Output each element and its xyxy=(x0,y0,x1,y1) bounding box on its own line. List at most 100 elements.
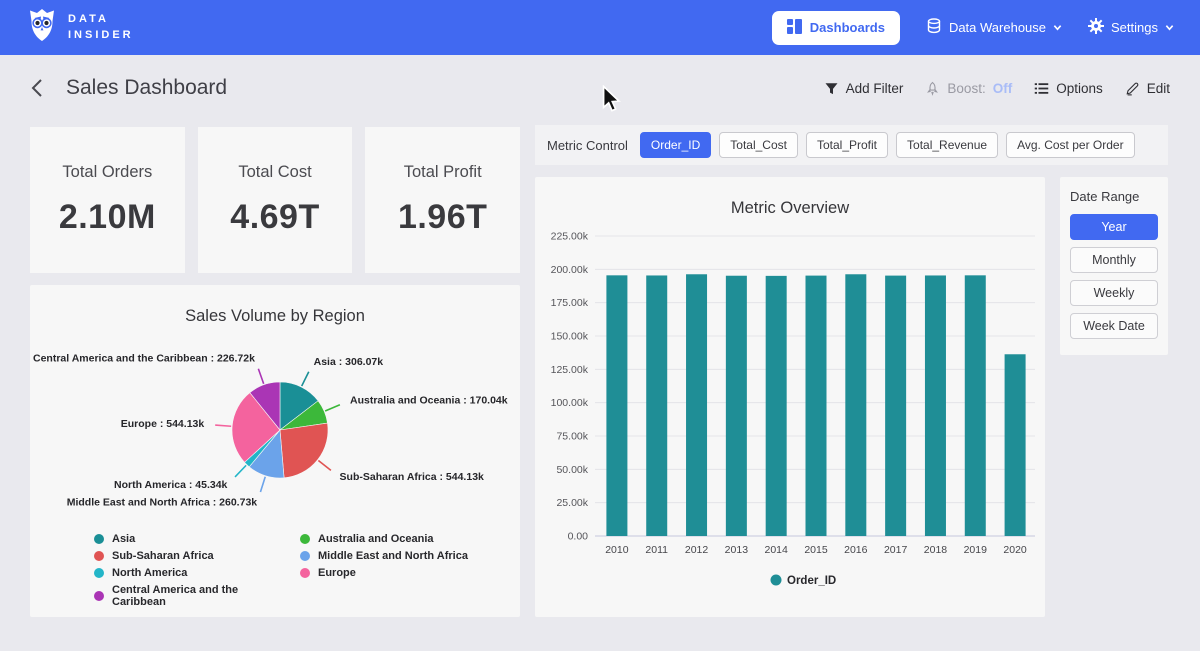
legend-label: Sub-Saharan Africa xyxy=(112,550,214,562)
bar-2017[interactable] xyxy=(885,275,907,536)
bar-2010[interactable] xyxy=(606,275,628,536)
nav-dashboards-label: Dashboards xyxy=(809,20,885,35)
list-options-icon xyxy=(1034,82,1049,94)
add-filter-button[interactable]: Add Filter xyxy=(824,81,903,96)
x-axis-tick: 2015 xyxy=(804,544,828,556)
boost-toggle[interactable]: Boost: Off xyxy=(925,81,1012,96)
page-title: Sales Dashboard xyxy=(66,76,228,99)
legend-dot xyxy=(300,568,310,578)
sales-volume-chart-card: Sales Volume by Region Asia : 306.07k Aus… xyxy=(30,285,520,617)
legend-dot xyxy=(94,534,104,544)
y-axis-tick: 175.00k xyxy=(551,297,589,309)
y-axis-tick: 125.00k xyxy=(551,364,589,376)
pie-slice-europe[interactable] xyxy=(231,392,281,463)
chevron-down-icon xyxy=(1165,25,1174,31)
date-range-weekly-button[interactable]: Weekly xyxy=(1070,280,1158,306)
bar-2014[interactable] xyxy=(765,275,787,536)
nav-data-warehouse[interactable]: Data Warehouse xyxy=(926,18,1062,37)
x-axis-tick: 2016 xyxy=(844,544,868,556)
legend-item-north-america[interactable]: North America xyxy=(94,567,290,579)
y-axis-tick: 50.00k xyxy=(556,464,588,476)
pie-chart-title: Sales Volume by Region xyxy=(185,307,365,325)
legend-dot xyxy=(94,551,104,561)
date-range-year-button[interactable]: Year xyxy=(1070,214,1158,240)
legend-label: Asia xyxy=(112,533,136,545)
pie-slice-sub-saharan-africa[interactable] xyxy=(279,422,329,479)
kpi-value: 4.69T xyxy=(230,198,320,236)
bar-2020[interactable] xyxy=(1004,354,1026,536)
legend-item-sub-saharan-africa[interactable]: Sub-Saharan Africa xyxy=(94,550,290,562)
kpi-title: Total Cost xyxy=(238,163,312,181)
date-range-week-date-button[interactable]: Week Date xyxy=(1070,313,1158,339)
brand-logo[interactable]: DATA INSIDER xyxy=(26,7,134,48)
pie-label: North America : 45.34k xyxy=(114,479,228,491)
kpi-title: Total Orders xyxy=(62,163,153,181)
y-axis-tick: 200.00k xyxy=(551,264,589,276)
metric-button-total-cost[interactable]: Total_Cost xyxy=(719,132,798,158)
bar-2018[interactable] xyxy=(924,275,946,536)
kpi-card-total-profit: Total Profit 1.96T xyxy=(365,127,521,273)
brand-name: DATA INSIDER xyxy=(68,12,134,41)
bar-chart-title: Metric Overview xyxy=(730,199,850,217)
page-header: Sales Dashboard Add Filter Boost: Off Op… xyxy=(0,55,1200,121)
pencil-icon xyxy=(1126,82,1139,95)
database-icon xyxy=(926,18,942,37)
bar-2019[interactable] xyxy=(964,275,986,536)
x-axis-tick: 2018 xyxy=(924,544,948,556)
bar-2013[interactable] xyxy=(725,275,747,536)
metric-control-label: Metric Control xyxy=(547,137,628,153)
metric-button-total-profit[interactable]: Total_Profit xyxy=(805,132,889,158)
x-axis-tick: 2012 xyxy=(685,544,709,556)
edit-button[interactable]: Edit xyxy=(1125,81,1170,96)
chevron-down-icon xyxy=(1053,25,1062,31)
bar-2011[interactable] xyxy=(646,275,668,536)
options-button[interactable]: Options xyxy=(1034,81,1103,96)
y-axis-tick: 150.00k xyxy=(551,331,589,343)
legend-item-central-america-and-the-caribbean[interactable]: Central America and the Caribbean xyxy=(94,584,290,608)
metric-overview-chart-card: Metric Overview 0.00 25.00k 50.00k 75.00k 10… xyxy=(535,177,1045,617)
nav-settings[interactable]: Settings xyxy=(1088,18,1174,37)
legend-item-asia[interactable]: Asia xyxy=(94,533,290,545)
nav-data-warehouse-label: Data Warehouse xyxy=(948,20,1047,35)
filter-funnel-icon xyxy=(825,82,838,94)
kpi-title: Total Profit xyxy=(403,163,482,181)
bar-2012[interactable] xyxy=(686,274,708,536)
y-axis-tick: 225.00k xyxy=(551,231,589,243)
owl-logo-icon xyxy=(26,7,58,48)
bar-legend-label[interactable]: Order_ID xyxy=(787,575,836,587)
legend-item-europe[interactable]: Europe xyxy=(300,567,468,579)
legend-item-middle-east-and-north-africa[interactable]: Middle East and North Africa xyxy=(300,550,468,562)
pie-legend: Asia Australia and Oceania Sub-Saharan Afr… xyxy=(94,533,468,608)
rocket-icon xyxy=(927,81,939,96)
x-axis-tick: 2019 xyxy=(964,544,988,556)
legend-label: Europe xyxy=(318,567,356,579)
kpi-card-total-orders: Total Orders 2.10M xyxy=(30,127,185,273)
legend-label: Australia and Oceania xyxy=(318,533,434,545)
nav-dashboards-button[interactable]: Dashboards xyxy=(771,10,900,45)
bar-2016[interactable] xyxy=(845,274,867,536)
x-axis-tick: 2020 xyxy=(1003,544,1027,556)
x-axis-tick: 2017 xyxy=(884,544,908,556)
legend-dot xyxy=(300,551,310,561)
date-range-label: Date Range xyxy=(1070,189,1140,204)
kpi-value: 2.10M xyxy=(58,198,156,236)
pie-slice-central-america-and-the-caribbean[interactable] xyxy=(249,381,281,431)
nav-settings-label: Settings xyxy=(1111,20,1158,35)
bar-2015[interactable] xyxy=(805,275,827,536)
top-nav: DATA INSIDER Dashboards Da xyxy=(0,0,1200,55)
kpi-card-total-cost: Total Cost 4.69T xyxy=(197,127,353,273)
back-button[interactable] xyxy=(30,77,52,99)
y-axis-tick: 25.00k xyxy=(556,497,588,509)
date-range-monthly-button[interactable]: Monthly xyxy=(1070,247,1158,273)
legend-label: Central America and the Caribbean xyxy=(112,584,239,608)
pie-label: Asia : 306.07k xyxy=(314,356,384,368)
pie-label: Europe : 544.13k xyxy=(121,418,205,430)
metric-button-avg-cost[interactable]: Avg. Cost per Order xyxy=(1006,132,1135,158)
pie-label: Middle East and North Africa : 260.73k xyxy=(67,496,258,508)
metric-control-bar: Metric Control Order_ID Total_Cost Total… xyxy=(535,125,1168,165)
bar-legend-dot xyxy=(770,574,782,586)
metric-button-order-id[interactable]: Order_ID xyxy=(639,132,712,158)
legend-item-australia-and-oceania[interactable]: Australia and Oceania xyxy=(300,533,468,545)
metric-button-total-revenue[interactable]: Total_Revenue xyxy=(896,132,999,158)
bar-chart: 0.00 25.00k 50.00k 75.00k 100.00k 125.00k 150.… xyxy=(535,218,1045,598)
